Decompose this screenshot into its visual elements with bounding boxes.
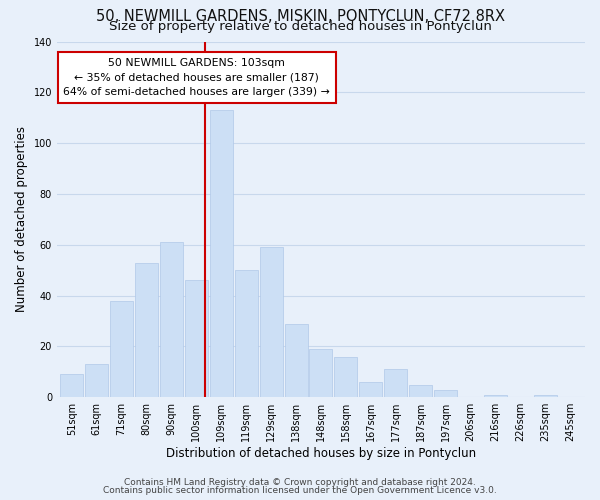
Text: Contains public sector information licensed under the Open Government Licence v3: Contains public sector information licen… xyxy=(103,486,497,495)
Bar xyxy=(484,394,507,397)
Bar xyxy=(359,382,382,397)
Bar xyxy=(260,248,283,397)
Bar xyxy=(85,364,108,397)
Text: 50, NEWMILL GARDENS, MISKIN, PONTYCLUN, CF72 8RX: 50, NEWMILL GARDENS, MISKIN, PONTYCLUN, … xyxy=(95,9,505,24)
Bar xyxy=(310,349,332,397)
Bar xyxy=(61,374,83,397)
Bar xyxy=(533,394,557,397)
Bar xyxy=(110,300,133,397)
Text: 50 NEWMILL GARDENS: 103sqm
← 35% of detached houses are smaller (187)
64% of sem: 50 NEWMILL GARDENS: 103sqm ← 35% of deta… xyxy=(64,58,330,97)
X-axis label: Distribution of detached houses by size in Pontyclun: Distribution of detached houses by size … xyxy=(166,447,476,460)
Bar xyxy=(334,356,358,397)
Bar xyxy=(135,262,158,397)
Y-axis label: Number of detached properties: Number of detached properties xyxy=(15,126,28,312)
Bar xyxy=(284,324,308,397)
Bar xyxy=(384,370,407,397)
Text: Contains HM Land Registry data © Crown copyright and database right 2024.: Contains HM Land Registry data © Crown c… xyxy=(124,478,476,487)
Bar xyxy=(434,390,457,397)
Bar xyxy=(235,270,257,397)
Text: Size of property relative to detached houses in Pontyclun: Size of property relative to detached ho… xyxy=(109,20,491,33)
Bar xyxy=(210,110,233,397)
Bar xyxy=(409,384,432,397)
Bar xyxy=(160,242,183,397)
Bar xyxy=(185,280,208,397)
